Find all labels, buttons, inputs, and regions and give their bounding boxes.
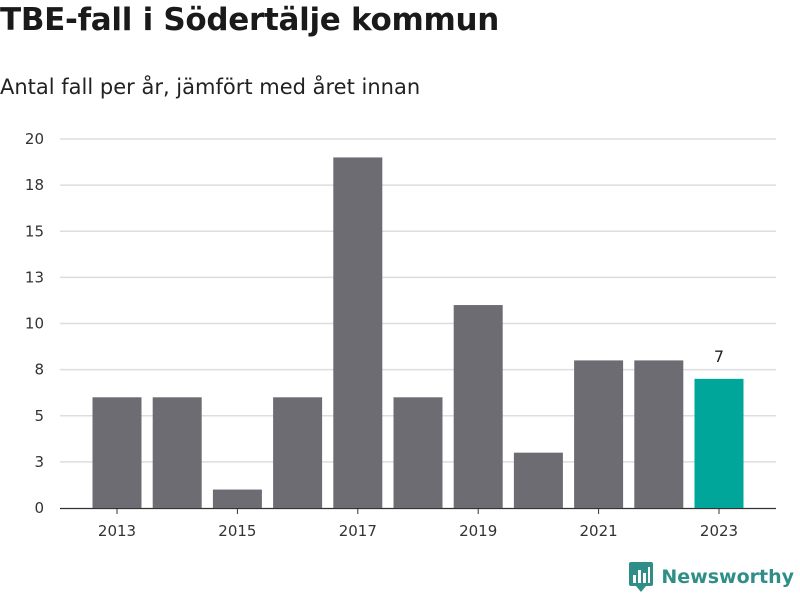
y-tick-label: 5 bbox=[34, 407, 44, 425]
bar-2023 bbox=[694, 378, 744, 508]
y-tick-label: 8 bbox=[34, 361, 44, 379]
x-tick-label: 2017 bbox=[339, 522, 377, 540]
bar-chart-logo-icon bbox=[629, 562, 654, 592]
bar-2016 bbox=[273, 397, 323, 508]
x-tick-label: 2023 bbox=[700, 522, 738, 540]
bar-2021 bbox=[574, 360, 624, 508]
x-tick-label: 2013 bbox=[98, 522, 136, 540]
grid-lines bbox=[60, 138, 776, 510]
x-axis-ticks: 2013 2015 2017 2019 2021 2023 bbox=[98, 508, 738, 540]
bar-2018 bbox=[393, 397, 443, 508]
chart-subtitle: Antal fall per år, jämfört med året inna… bbox=[0, 75, 421, 99]
brand-logo: Newsworthy bbox=[629, 562, 794, 592]
bar-2022 bbox=[634, 360, 684, 508]
y-tick-label: 3 bbox=[34, 453, 44, 471]
bar-2015 bbox=[212, 489, 262, 508]
y-tick-label: 18 bbox=[25, 176, 44, 194]
bar-2014 bbox=[152, 397, 202, 508]
chart-title: TBE-fall i Södertälje kommun bbox=[0, 2, 500, 38]
y-tick-label: 0 bbox=[34, 499, 44, 517]
x-tick-label: 2015 bbox=[218, 522, 256, 540]
bar-2020 bbox=[513, 452, 563, 508]
y-tick-label: 13 bbox=[25, 268, 44, 286]
brand-name: Newsworthy bbox=[661, 566, 794, 588]
data-label: 7 bbox=[714, 347, 724, 366]
bar-2017 bbox=[333, 157, 383, 508]
bar-2019 bbox=[453, 305, 503, 508]
y-tick-label: 20 bbox=[25, 130, 44, 148]
y-axis-ticks: 0 3 5 8 10 13 15 18 20 bbox=[25, 130, 44, 517]
data-labels: 7 bbox=[714, 347, 724, 366]
y-tick-label: 15 bbox=[25, 222, 44, 240]
y-tick-label: 10 bbox=[25, 315, 44, 333]
x-tick-label: 2021 bbox=[580, 522, 618, 540]
x-tick-label: 2019 bbox=[459, 522, 497, 540]
bars bbox=[92, 157, 744, 508]
bar-2013 bbox=[92, 397, 142, 508]
